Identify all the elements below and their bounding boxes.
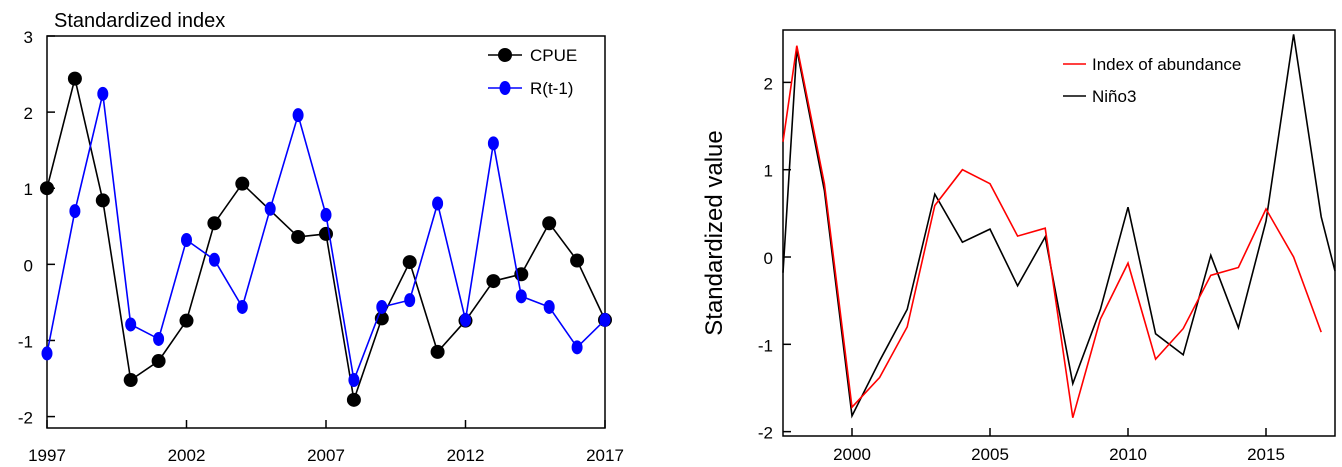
cpue-point <box>291 229 306 244</box>
x-tick-label: 2012 <box>447 446 485 465</box>
x-tick-label: 2010 <box>1109 445 1147 464</box>
recruitment-point <box>208 252 220 267</box>
recruitment-point <box>515 289 527 304</box>
recruitment-point <box>404 293 416 308</box>
cpue-point <box>542 216 557 231</box>
nino3-line <box>782 34 1336 419</box>
y-tick-label: 1 <box>24 180 33 199</box>
legend-marker <box>498 48 512 62</box>
x-tick-label: 2005 <box>971 445 1009 464</box>
recruitment-point <box>97 86 109 101</box>
recruitment-point <box>543 299 555 314</box>
legend-right: Index of abundance Niño3 <box>1063 55 1241 106</box>
x-tick-label: 1997 <box>28 446 66 465</box>
x-tick-label: 2017 <box>586 446 624 465</box>
legend-label: Niño3 <box>1092 87 1136 106</box>
recruitment-point <box>348 373 360 388</box>
x-tick-label: 2002 <box>168 446 206 465</box>
cpue-point <box>40 181 54 196</box>
recruitment-point <box>292 108 304 123</box>
cpue-point <box>402 255 417 270</box>
legend: CPUE R(t-1) <box>488 46 577 98</box>
y-tick-label: -1 <box>758 336 773 355</box>
recruitment-point <box>460 312 471 327</box>
cpue-point <box>67 71 82 86</box>
abundance-index-line <box>782 45 1322 418</box>
recruitment-point <box>320 207 332 222</box>
y-tick-label: -2 <box>758 424 773 443</box>
cpue-point <box>235 176 250 191</box>
cpue-point <box>95 193 110 208</box>
x-tick-label: 2000 <box>833 445 871 464</box>
recruitment-point <box>599 312 611 327</box>
cpue-point <box>430 344 445 359</box>
legend-label: CPUE <box>530 46 577 65</box>
legend-label: Index of abundance <box>1092 55 1241 74</box>
x-tick-label: 2015 <box>1247 445 1285 464</box>
cpue-point <box>319 226 333 241</box>
legend-marker <box>499 81 511 95</box>
recruitment-point <box>571 340 583 355</box>
recruitment-point <box>236 299 248 314</box>
y-tick-label: 0 <box>24 256 33 275</box>
cpue-point <box>486 274 501 289</box>
recruitment-point <box>41 346 53 361</box>
recruitment-point <box>432 196 444 211</box>
y-axis-label: Standardized value <box>701 130 728 335</box>
recruitment-point <box>487 136 499 151</box>
cpue-point <box>570 253 585 268</box>
recruitment-point <box>125 317 137 332</box>
y-tick-label: 3 <box>24 28 33 47</box>
legend-label: R(t-1) <box>530 79 573 98</box>
cpue-point <box>123 373 138 388</box>
y-tick-label: 0 <box>764 249 773 268</box>
x-tick-label: 2007 <box>307 446 345 465</box>
recruitment-point <box>376 299 388 314</box>
recruitment-point <box>153 331 165 346</box>
y-tick-label: 2 <box>24 104 33 123</box>
recruitment-point <box>264 201 276 216</box>
recruitment-point <box>69 204 81 219</box>
y-tick-label: 1 <box>764 162 773 181</box>
y-tick-label: 2 <box>764 74 773 93</box>
cpue-point <box>179 313 194 328</box>
cpue-point <box>151 354 166 369</box>
chart-title: Standardized index <box>54 10 225 32</box>
y-tick-label: -2 <box>18 409 33 428</box>
cpue-point <box>207 216 222 231</box>
recruitment-point <box>181 232 192 247</box>
plot-frame-right <box>782 29 1336 437</box>
cpue-point <box>346 392 361 407</box>
y-tick-label: -1 <box>18 332 33 351</box>
